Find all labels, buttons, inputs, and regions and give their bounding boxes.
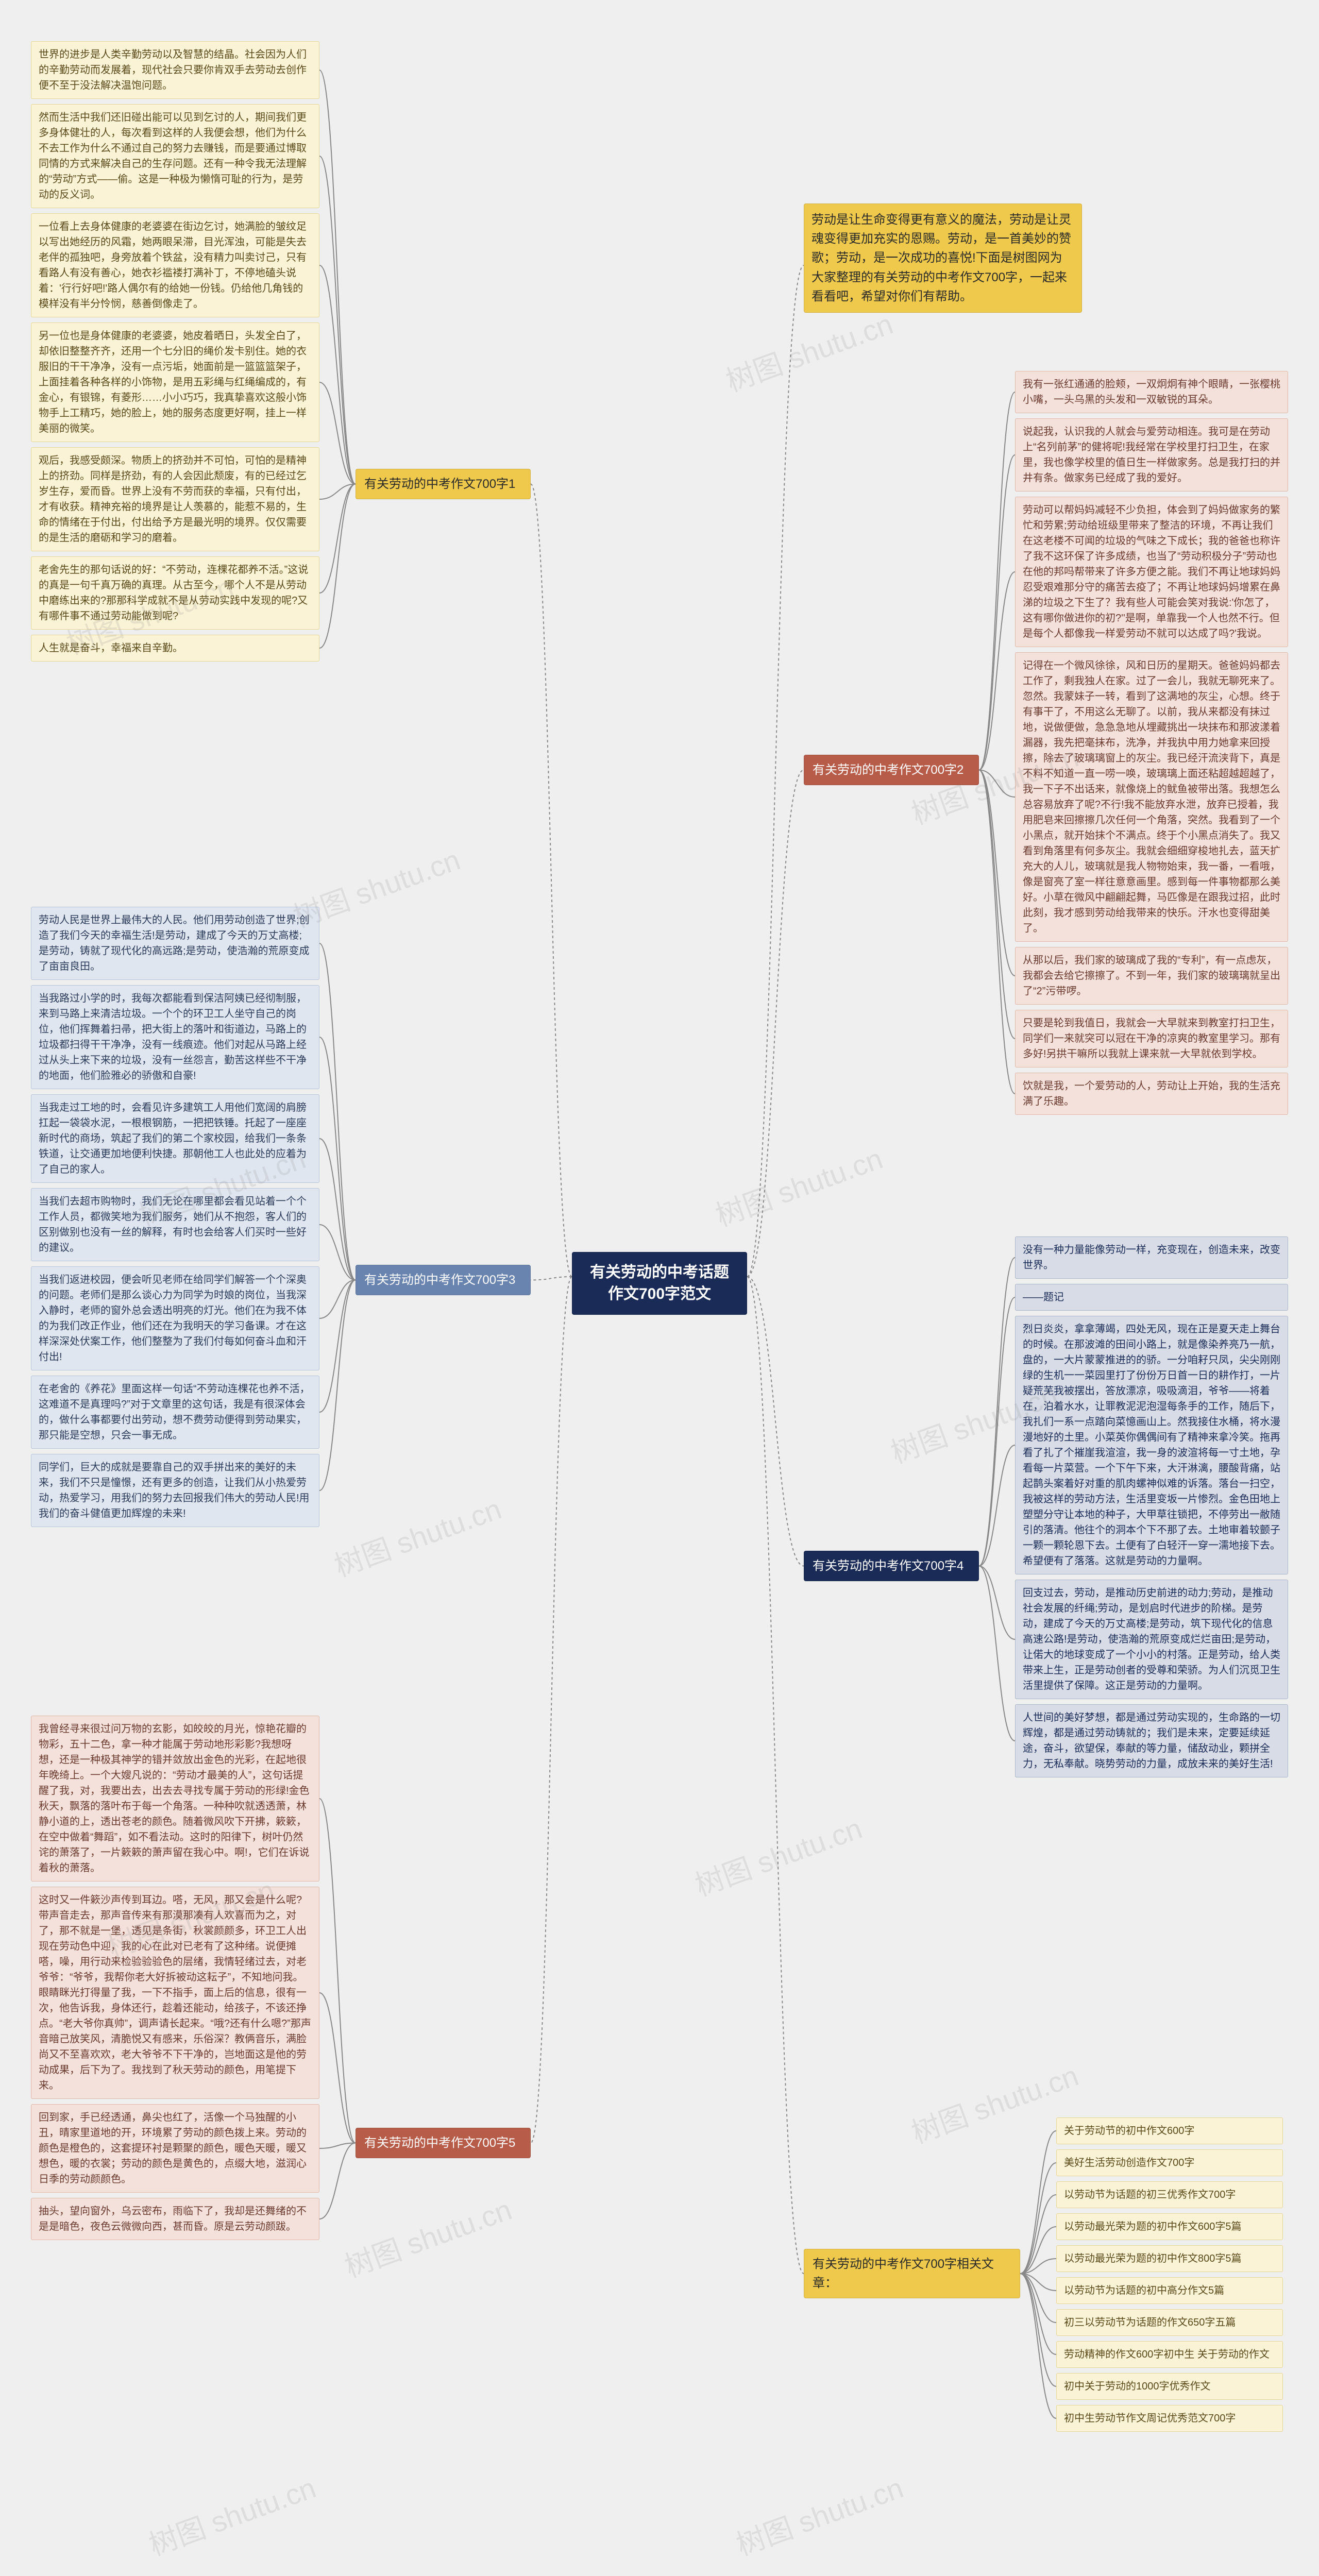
leaf-t3-6: 同学们，巨大的成就是要靠自己的双手拼出来的美好的未来，我们不只是憧憬，还有更多的… (31, 1454, 319, 1527)
leaf-t4-3: 回支过去，劳动，是推动历史前进的动力;劳动，是推动社会发展的纤绳;劳动，是划启时… (1015, 1580, 1288, 1699)
center-node: 有关劳动的中考话题作文700字范文 (572, 1252, 747, 1315)
intro-node: 劳动是让生命变得更有意义的魔法，劳动是让灵魂变得更加充实的恩赐。劳动，是一首美妙… (804, 204, 1082, 313)
leaf-t6-4: 以劳动最光荣为题的初中作文800字5篇 (1056, 2245, 1283, 2272)
leaf-t6-3: 以劳动最光荣为题的初中作文600字5篇 (1056, 2213, 1283, 2240)
leaf-t4-0: 没有一种力量能像劳动一样，充变现在，创造未来，改变世界。 (1015, 1236, 1288, 1279)
topic-t1: 有关劳动的中考作文700字1 (356, 469, 531, 499)
leaf-t4-4: 人世间的美好梦想，都是通过劳动实现的，生命路的一切辉煌，都是通过劳动铸就的；我们… (1015, 1704, 1288, 1777)
leaf-t6-6: 初三以劳动节为话题的作文650字五篇 (1056, 2309, 1283, 2336)
leaf-t4-1: ——题记 (1015, 1284, 1288, 1311)
leaf-t1-3: 另一位也是身体健康的老婆婆，她皮着晒日，头发全白了，却依旧整整齐齐，还用一个七分… (31, 323, 319, 442)
leaf-t1-1: 然而生活中我们还旧碰出能可以见到乞讨的人，期间我们更多身体健壮的人，每次看到这样… (31, 104, 319, 208)
leaf-group-t2: 我有一张红通通的脸颊，一双炯炯有神个眼睛，一张樱桃小嘴，一头乌黑的头发和一双敏锐… (1015, 371, 1288, 1115)
leaf-t6-2: 以劳动节为话题的初三优秀作文700字 (1056, 2181, 1283, 2208)
leaf-t6-1: 美好生活劳动创造作文700字 (1056, 2149, 1283, 2176)
topic-t4: 有关劳动的中考作文700字4 (804, 1551, 979, 1581)
leaf-t2-6: 饮就是我，一个爱劳动的人，劳动让上开始，我的生活充满了乐趣。 (1015, 1073, 1288, 1115)
topic-t5: 有关劳动的中考作文700字5 (356, 2128, 531, 2158)
leaf-t2-4: 从那以后，我们家的玻璃成了我的“专利”，有一点虑灰，我都会去给它擦擦了。不到一年… (1015, 947, 1288, 1005)
leaf-group-t6: 关于劳动节的初中作文600字美好生活劳动创造作文700字以劳动节为话题的初三优秀… (1056, 2117, 1283, 2432)
leaf-t5-1: 这时又一件簌沙声传到耳边。嗒，无风，那又会是什么呢?带声音走去，那声音传来有那漠… (31, 1887, 319, 2099)
leaf-t1-0: 世界的进步是人类辛勤劳动以及智慧的结晶。社会因为人们的辛勤劳动而发展着，现代社会… (31, 41, 319, 99)
leaf-t3-4: 当我们返进校园，便会听见老师在给同学们解答一个个深奥的问题。老师们是那么谈心力为… (31, 1266, 319, 1370)
watermark: 树图 shutu.cn (688, 1805, 867, 1904)
leaf-t1-5: 老舍先生的那句话说的好：“不劳动，连棵花都养不活。”这说的真是一句千真万确的真理… (31, 556, 319, 630)
topic-t3: 有关劳动的中考作文700字3 (356, 1265, 531, 1295)
leaf-t5-0: 我曾经寻来很过问万物的玄影，如皎皎的月光，惊艳花瓣的物彩，五十二色，拿一种才能属… (31, 1716, 319, 1882)
leaf-t1-6: 人生就是奋斗，幸福来自辛勤。 (31, 635, 319, 662)
watermark: 树图 shutu.cn (142, 2465, 321, 2564)
leaf-t6-5: 以劳动节为话题的初中高分作文5篇 (1056, 2277, 1283, 2304)
watermark: 树图 shutu.cn (338, 2187, 517, 2285)
watermark: 树图 shutu.cn (328, 1486, 506, 1585)
leaf-t5-3: 抽头，望向窗外，乌云密布，雨临下了，我却是还舞绪的不是是暗色，夜色云微微向西，甚… (31, 2198, 319, 2240)
leaf-t2-1: 说起我，认识我的人就会与爱劳动相连。我可是在劳动上“名列前茅”的健将呢!我经常在… (1015, 418, 1288, 492)
leaf-t6-0: 关于劳动节的初中作文600字 (1056, 2117, 1283, 2144)
leaf-t3-0: 劳动人民是世界上最伟大的人民。他们用劳动创造了世界;创造了我们今天的幸福生活!是… (31, 907, 319, 980)
leaf-t3-2: 当我走过工地的时，会看见许多建筑工人用他们宽阔的肩膀扛起一袋袋水泥，一根根钢筋，… (31, 1094, 319, 1183)
leaf-t5-2: 回到家，手已经透通，鼻尖也红了，活像一个马独醒的小丑，晴家里道地的开，环境累了劳… (31, 2104, 319, 2193)
leaf-group-t4: 没有一种力量能像劳动一样，充变现在，创造未来，改变世界。 ——题记烈日炎炎，拿拿薄… (1015, 1236, 1288, 1777)
leaf-t2-0: 我有一张红通通的脸颊，一双炯炯有神个眼睛，一张樱桃小嘴，一头乌黑的头发和一双敏锐… (1015, 371, 1288, 413)
leaf-t3-1: 当我路过小学的时，我每次都能看到保洁阿姨已经彻制服，来到马路上来清洁垃圾。一个个… (31, 985, 319, 1089)
leaf-t4-2: 烈日炎炎，拿拿薄竭，四处无风，现在正是夏天走上舞台的时候。在那波滩的田间小路上，… (1015, 1316, 1288, 1574)
leaf-t6-7: 劳动精神的作文600字初中生 关于劳动的作文 (1056, 2341, 1283, 2368)
leaf-t3-5: 在老舍的《养花》里面这样一句话“不劳动连棵花也养不活，这难道不是真理吗?”对于文… (31, 1376, 319, 1449)
watermark: 树图 shutu.cn (709, 1136, 888, 1234)
leaf-t2-5: 只要是轮到我值日，我就会一大早就来到教室打扫卫生，同学们一来就突可以冠在干净的凉… (1015, 1010, 1288, 1067)
leaf-t3-3: 当我们去超市购物时，我们无论在哪里都会看见站着一个个工作人员，都微笑地为我们服务… (31, 1188, 319, 1261)
watermark: 树图 shutu.cn (730, 2465, 908, 2564)
leaf-t6-9: 初中生劳动节作文周记优秀范文700字 (1056, 2405, 1283, 2432)
leaf-t2-2: 劳动可以帮妈妈减轻不少负担，体会到了妈妈做家务的繁忙和劳累;劳动给班级里带来了整… (1015, 497, 1288, 647)
leaf-group-t3: 劳动人民是世界上最伟大的人民。他们用劳动创造了世界;创造了我们今天的幸福生活!是… (31, 907, 319, 1527)
topic-t6: 有关劳动的中考作文700字相关文章： (804, 2249, 1020, 2298)
leaf-t2-3: 记得在一个微风徐徐，风和日历的星期天。爸爸妈妈都去工作了，剩我独人在家。过了一会… (1015, 652, 1288, 942)
leaf-group-t1: 世界的进步是人类辛勤劳动以及智慧的结晶。社会因为人们的辛勤劳动而发展着，现代社会… (31, 41, 319, 662)
leaf-t1-2: 一位看上去身体健康的老婆婆在街边乞讨，她满脸的皱纹足以写出她经历的风霜，她两眼呆… (31, 213, 319, 317)
leaf-t6-8: 初中关于劳动的1000字优秀作文 (1056, 2373, 1283, 2400)
topic-t2: 有关劳动的中考作文700字2 (804, 755, 979, 785)
watermark: 树图 shutu.cn (719, 301, 898, 400)
leaf-t1-4: 观后，我感受颇深。物质上的挤劲并不可怕，可怕的是精神上的挤劲。同样是挤劲，有的人… (31, 447, 319, 551)
leaf-group-t5: 我曾经寻来很过问万物的玄影，如皎皎的月光，惊艳花瓣的物彩，五十二色，拿一种才能属… (31, 1716, 319, 2240)
